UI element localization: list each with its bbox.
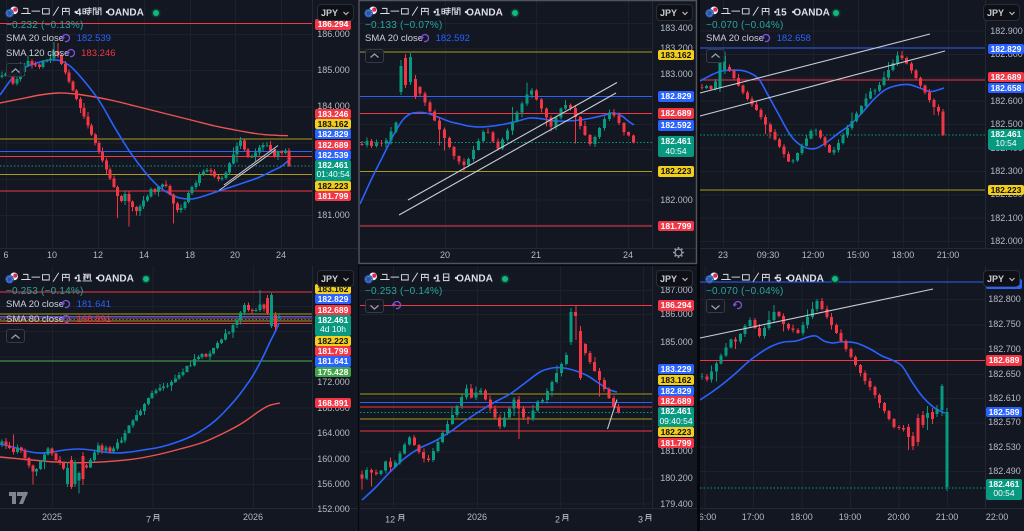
svg-text:12: 12: [385, 514, 395, 524]
svg-text:OANDA: OANDA: [107, 7, 144, 18]
svg-text:3: 3: [638, 514, 643, 524]
svg-text:5: 5: [776, 273, 782, 284]
svg-text:4: 4: [76, 7, 82, 18]
svg-text:7: 7: [146, 514, 151, 524]
svg-text:1: 1: [76, 273, 82, 284]
svg-text:15: 15: [776, 7, 788, 18]
svg-text:OANDA: OANDA: [787, 273, 824, 284]
svg-text:OANDA: OANDA: [456, 273, 493, 284]
svg-text:1: 1: [435, 273, 441, 284]
svg-text:OANDA: OANDA: [466, 7, 503, 18]
svg-text:1: 1: [435, 7, 441, 18]
svg-text:2: 2: [555, 514, 560, 524]
svg-text:OANDA: OANDA: [793, 7, 829, 18]
svg-text:OANDA: OANDA: [97, 273, 134, 284]
